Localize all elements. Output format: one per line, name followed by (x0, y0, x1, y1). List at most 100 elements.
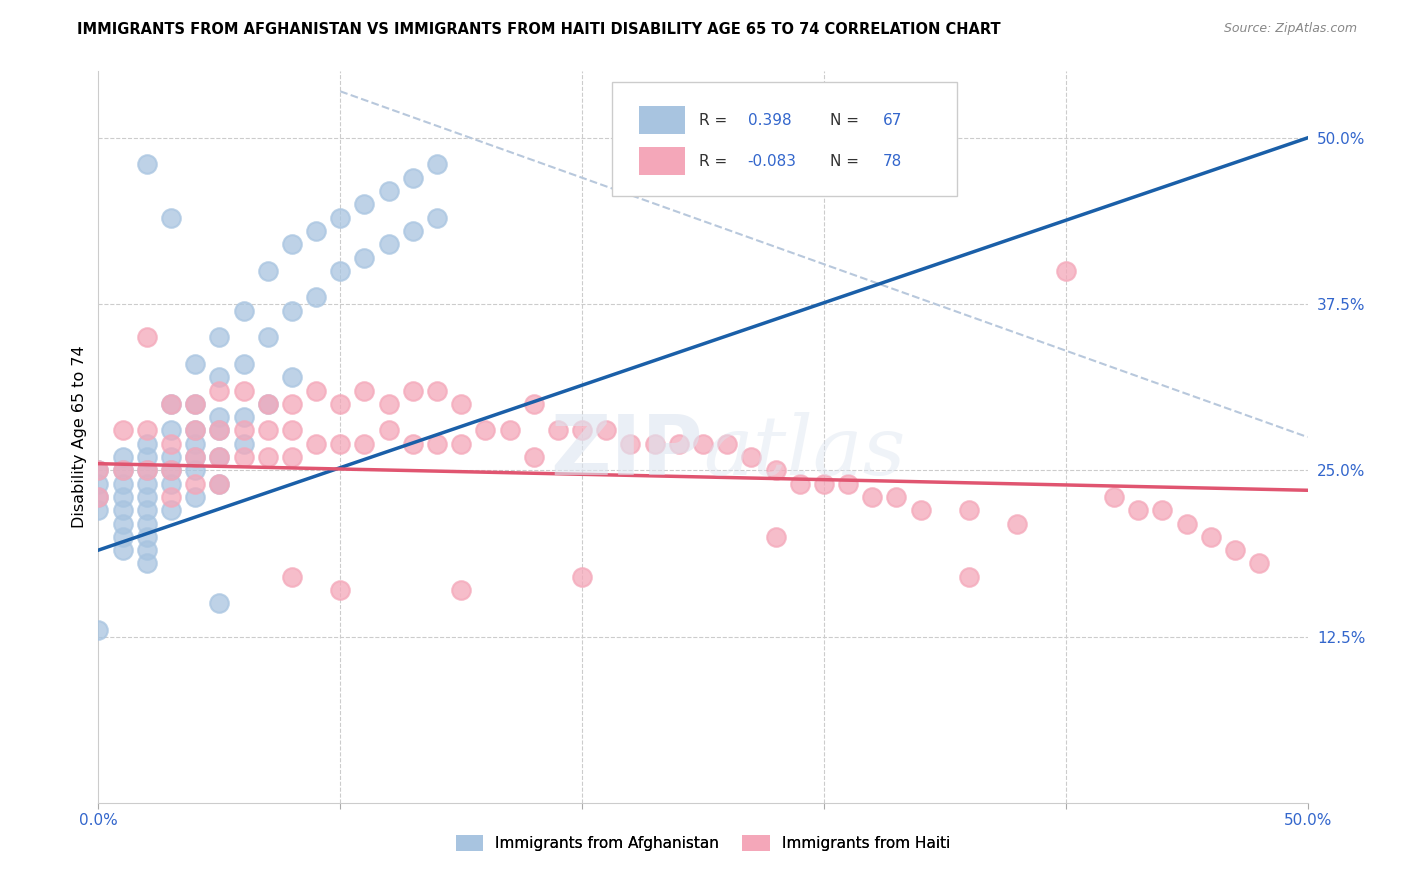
Point (111, 490, 134, 504)
Point (595, 424, 617, 438)
Point (716, 436, 738, 450)
Point (450, 436, 472, 450)
Point (208, 384, 231, 398)
Point (305, 384, 328, 398)
Point (208, 424, 231, 438)
Point (547, 424, 569, 438)
Point (111, 543, 134, 558)
Point (208, 450, 231, 464)
Point (813, 476, 835, 491)
Point (1175, 516, 1198, 531)
Point (160, 397, 183, 411)
Point (87, 503, 110, 517)
Text: 0.398: 0.398 (748, 113, 792, 128)
Point (135, 436, 157, 450)
Point (135, 516, 157, 531)
Point (111, 530, 134, 544)
Point (789, 476, 811, 491)
Point (1128, 503, 1150, 517)
Point (184, 357, 207, 371)
Point (498, 424, 520, 438)
Text: 67: 67 (883, 113, 903, 128)
Point (765, 463, 787, 477)
Point (523, 397, 546, 411)
Point (135, 503, 157, 517)
Point (353, 436, 375, 450)
Point (135, 490, 157, 504)
Point (957, 503, 980, 517)
Point (256, 330, 278, 344)
Point (111, 424, 134, 438)
Point (111, 463, 134, 477)
Point (910, 503, 932, 517)
Point (402, 384, 425, 398)
Point (232, 424, 254, 438)
Point (184, 397, 207, 411)
Point (160, 397, 183, 411)
Point (281, 303, 304, 318)
Point (87, 463, 110, 477)
Point (957, 570, 980, 584)
Text: 78: 78 (883, 153, 903, 169)
Point (329, 264, 352, 278)
Point (329, 436, 352, 450)
Point (377, 397, 399, 411)
Point (160, 503, 183, 517)
Point (87, 490, 110, 504)
Point (208, 330, 231, 344)
Point (1054, 264, 1077, 278)
Point (1102, 490, 1125, 504)
Point (281, 237, 304, 252)
Point (87, 463, 110, 477)
Point (765, 530, 787, 544)
Text: R =: R = (699, 113, 733, 128)
Y-axis label: Disability Age 65 to 74: Disability Age 65 to 74 (72, 346, 87, 528)
Point (474, 424, 496, 438)
Point (692, 436, 714, 450)
Text: ZIP: ZIP (551, 411, 703, 492)
Point (184, 397, 207, 411)
Point (208, 424, 231, 438)
Point (160, 463, 183, 477)
Point (740, 450, 762, 464)
Point (256, 424, 278, 438)
Point (160, 476, 183, 491)
Text: N =: N = (830, 153, 863, 169)
Point (184, 424, 207, 438)
Point (111, 450, 134, 464)
Point (402, 436, 425, 450)
Point (184, 436, 207, 450)
Point (353, 251, 375, 265)
Point (160, 424, 183, 438)
Point (426, 211, 449, 225)
Point (305, 224, 328, 238)
Point (87, 490, 110, 504)
Point (208, 410, 231, 425)
Point (135, 450, 157, 464)
Point (184, 476, 207, 491)
Point (426, 157, 449, 171)
Point (160, 463, 183, 477)
Point (281, 424, 304, 438)
Point (353, 197, 375, 211)
Point (87, 476, 110, 491)
Point (135, 463, 157, 477)
Point (256, 264, 278, 278)
Point (208, 476, 231, 491)
Point (232, 303, 254, 318)
Point (377, 184, 399, 198)
Point (353, 384, 375, 398)
Point (87, 623, 110, 637)
Point (329, 582, 352, 597)
Point (135, 330, 157, 344)
Point (281, 370, 304, 384)
Point (160, 436, 183, 450)
Point (1199, 530, 1222, 544)
Point (837, 476, 859, 491)
Point (1152, 503, 1174, 517)
Point (619, 436, 641, 450)
Point (1249, 557, 1271, 571)
Point (1007, 516, 1029, 531)
Point (426, 384, 449, 398)
Point (377, 237, 399, 252)
